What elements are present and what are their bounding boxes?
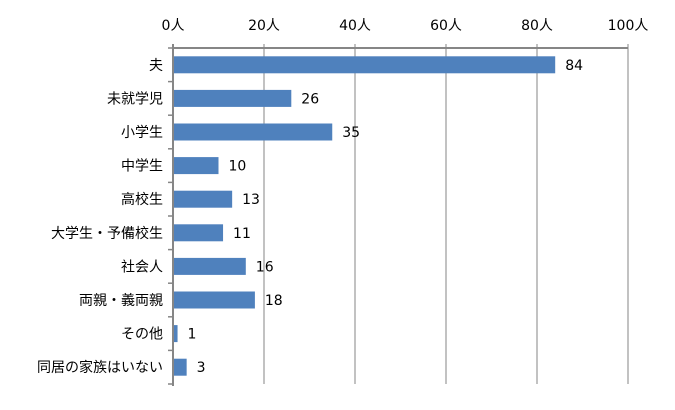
bar [174,190,233,208]
bar [174,358,187,376]
data-label: 1 [188,327,197,343]
category-label: 高校生 [121,191,163,208]
category-label: 社会人 [121,259,163,275]
data-label: 18 [265,293,283,309]
data-label: 13 [242,192,260,208]
data-label: 11 [233,226,251,242]
category-label: 同居の家族はいない [37,359,163,376]
x-tick-label: 0人 [162,18,185,34]
bar [174,123,333,141]
category-label: 未就学児 [107,91,163,107]
x-tick-label: 100人 [608,18,649,34]
category-label: 小学生 [121,125,163,141]
category-label: 大学生・予備校生 [51,225,163,242]
data-label: 84 [565,58,583,74]
data-label: 35 [342,125,360,141]
x-tick-label: 40人 [339,18,371,34]
data-label: 10 [229,159,247,175]
data-label: 26 [301,91,319,107]
bar [174,224,224,242]
bar [174,56,556,74]
bar [174,157,219,175]
category-label: その他 [121,327,163,343]
bar [174,325,178,343]
category-label: 夫 [149,58,163,74]
data-label: 3 [197,360,206,376]
x-tick-label: 20人 [248,18,280,34]
bar [174,257,246,275]
data-label: 16 [256,259,274,275]
bar [174,89,292,107]
category-label: 両親・義両親 [79,292,163,309]
category-label: 中学生 [121,159,163,175]
x-tick-label: 60人 [430,18,462,34]
x-tick-label: 80人 [521,18,553,34]
bar [174,291,255,309]
